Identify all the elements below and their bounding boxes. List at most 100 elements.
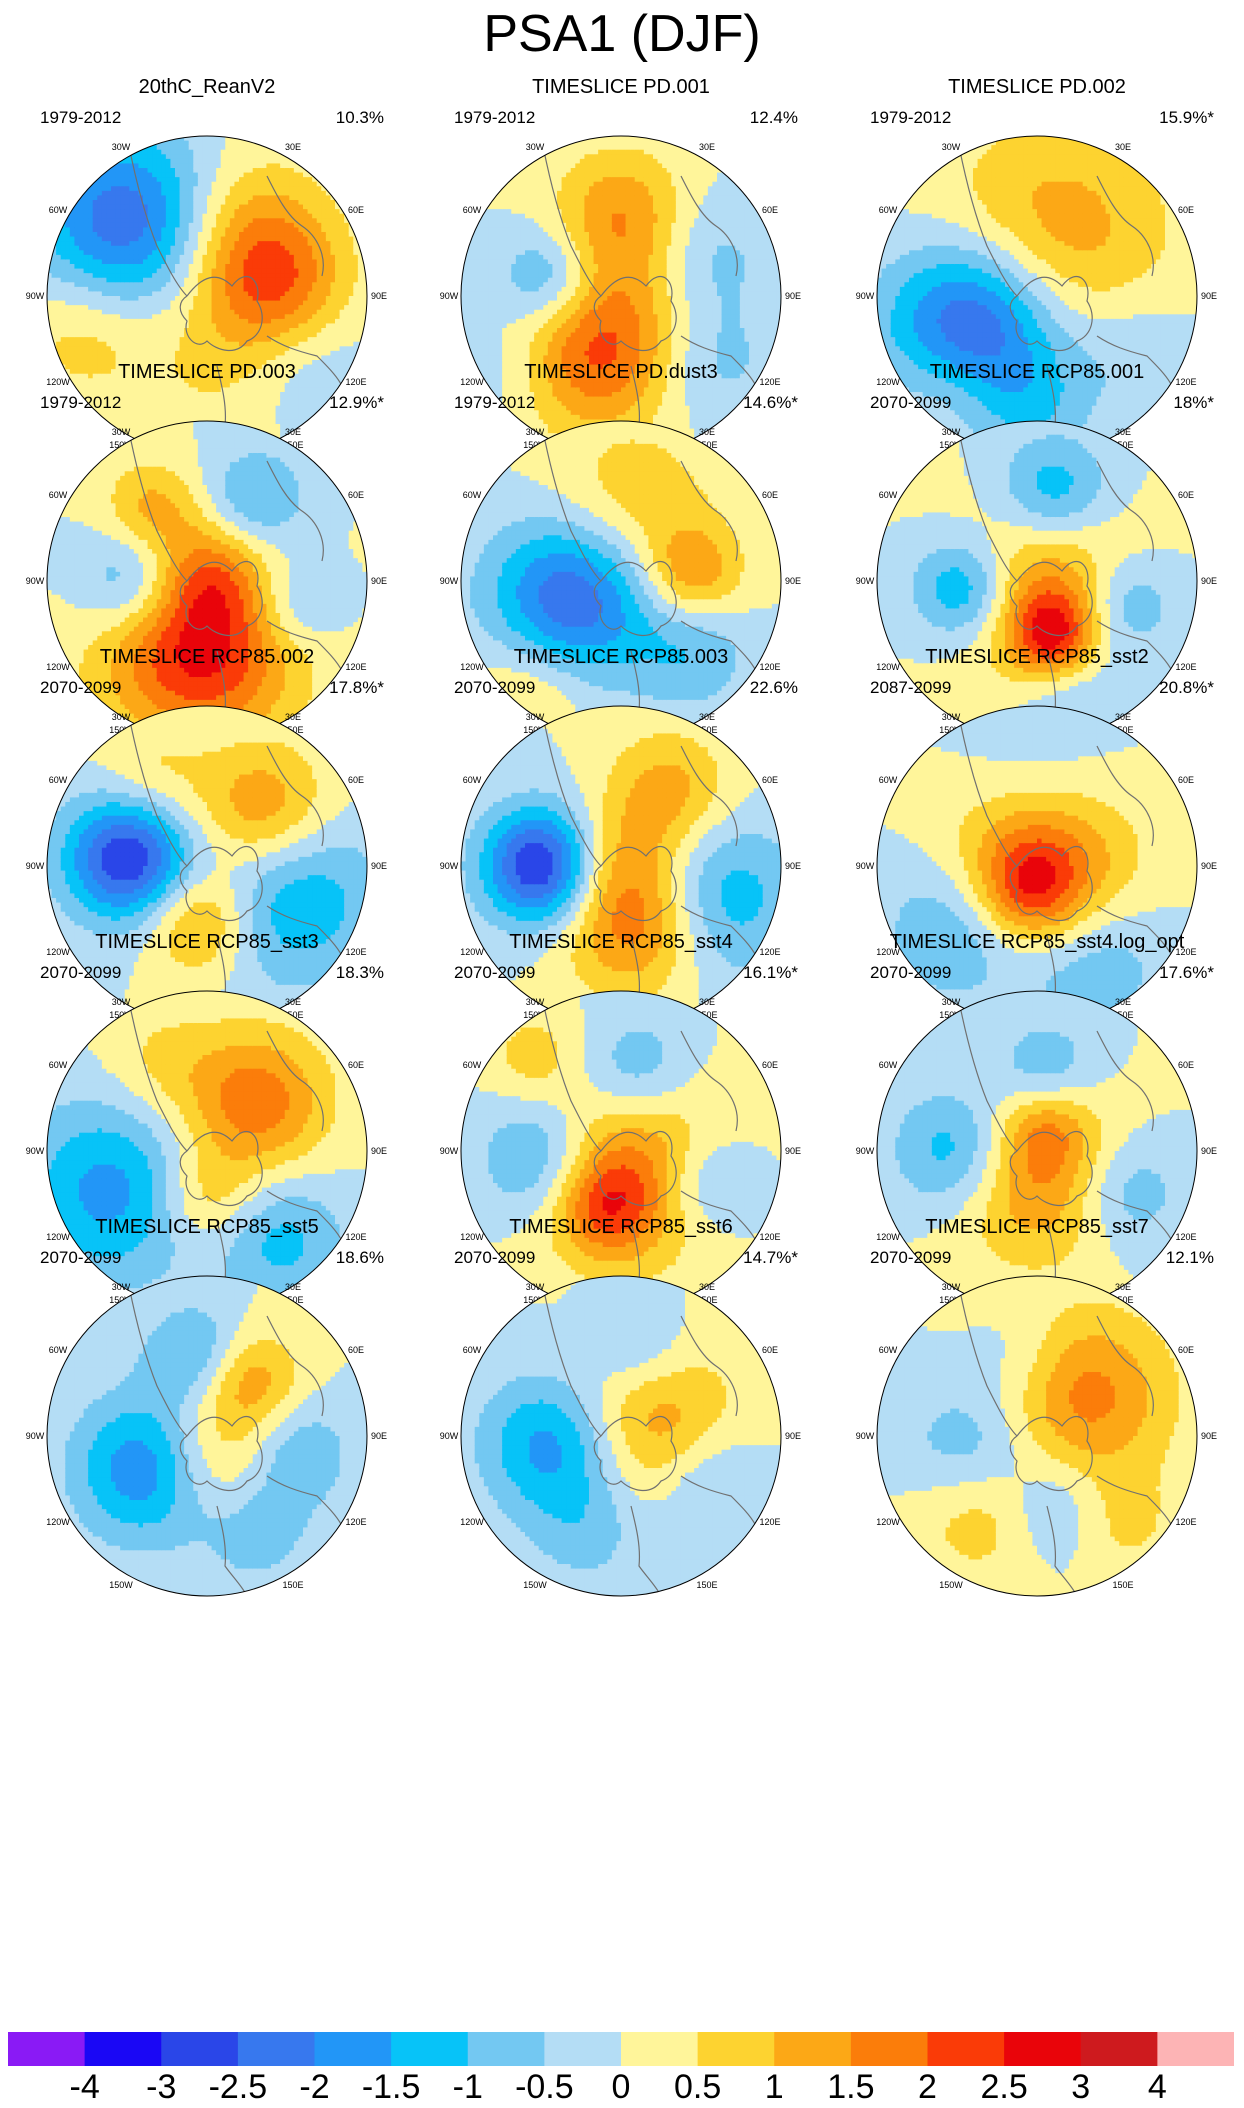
field-cell [170,145,175,150]
field-cell [230,273,235,278]
field-cell [212,241,217,246]
field-cell [253,214,258,219]
field-cell [353,305,358,310]
field-cell [106,278,111,283]
field-cell [543,328,548,333]
field-cell [111,223,116,228]
field-cell [106,205,111,210]
field-cell [125,259,130,264]
field-cell [79,278,84,283]
field-cell [257,195,262,200]
field-cell [308,209,313,214]
field-cell [225,182,230,187]
field-cell [157,278,162,283]
field-cell [161,237,166,242]
field-cell [271,177,276,182]
field-cell [470,264,475,269]
field-cell [202,323,207,328]
field-cell [170,237,175,242]
field-cell [248,305,253,310]
field-cell [543,333,548,338]
field-cell [221,319,226,324]
field-cell [138,273,143,278]
field-cell [266,305,271,310]
field-cell [289,250,294,255]
field-cell [97,223,102,228]
field-cell [534,241,539,246]
field-cell [340,342,345,347]
field-cell [534,310,539,315]
field-cell [530,342,535,347]
field-cell [111,264,116,269]
field-cell [239,177,244,182]
field-cell [253,269,258,274]
field-cell [234,337,239,342]
field-cell [321,237,326,242]
field-cell [61,305,66,310]
field-cell [244,223,249,228]
field-cell [138,159,143,164]
field-cell [484,301,489,306]
field-cell [202,232,207,237]
field-cell [225,323,230,328]
field-cell [312,191,317,196]
field-cell [97,323,102,328]
field-cell [539,264,544,269]
field-cell [52,323,57,328]
field-cell [148,273,153,278]
field-cell [97,177,102,182]
field-cell [166,241,171,246]
field-cell [362,323,367,328]
field-cell [530,278,535,283]
field-cell [161,323,166,328]
field-cell [52,291,57,296]
field-cell [534,287,539,292]
field-cell [157,214,162,219]
field-cell [303,163,308,168]
field-cell [525,342,530,347]
field-cell [330,255,335,260]
field-cell [498,250,503,255]
field-cell [93,314,98,319]
field-cell [303,195,308,200]
field-cell [461,250,466,255]
field-cell [543,296,548,301]
field-cell [326,237,331,242]
field-cell [175,141,180,146]
field-cell [125,182,130,187]
field-cell [244,291,249,296]
field-cell [475,241,480,246]
field-cell [271,163,276,168]
field-cell [507,291,512,296]
field-cell [193,314,198,319]
field-cell [335,323,340,328]
field-cell [152,259,157,264]
field-cell [148,237,153,242]
field-cell [93,200,98,205]
field-cell [202,182,207,187]
field-cell [212,195,217,200]
field-cell [511,218,516,223]
field-cell [244,205,249,210]
field-cell [216,246,221,251]
field-cell [484,255,489,260]
field-cell [530,269,535,274]
field-cell [157,168,162,173]
field-cell [543,314,548,319]
field-cell [303,232,308,237]
field-cell [230,287,235,292]
field-cell [134,291,139,296]
field-cell [326,310,331,315]
field-cell [271,173,276,178]
panel-period: 1979-2012 [40,108,121,128]
field-cell [157,269,162,274]
field-cell [244,177,249,182]
field-cell [198,323,203,328]
field-cell [502,227,507,232]
field-cell [116,319,121,324]
field-cell [84,305,89,310]
field-cell [507,218,512,223]
field-cell [470,282,475,287]
field-cell [180,173,185,178]
field-cell [344,319,349,324]
